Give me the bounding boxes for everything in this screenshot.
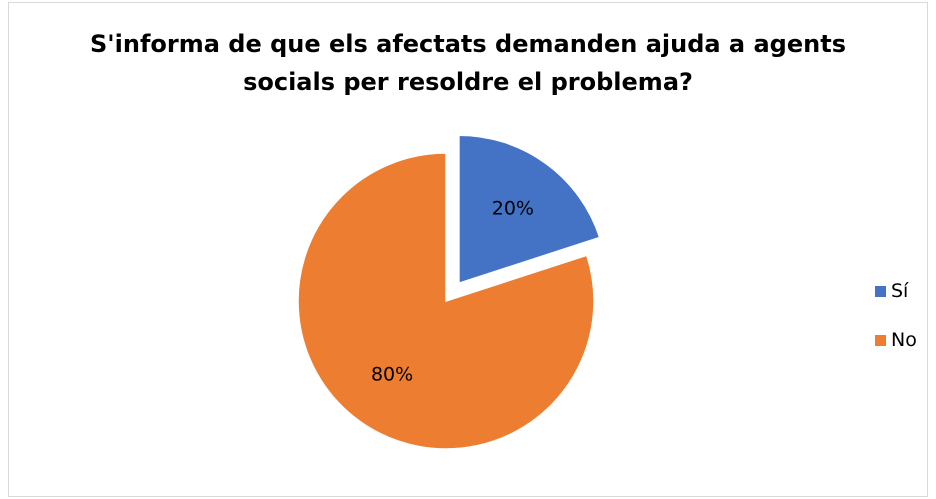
legend-item-no: No	[875, 328, 917, 352]
legend-item-si: Sí	[875, 279, 917, 303]
chart-area: S'informa de que els afectats demanden a…	[8, 2, 928, 497]
legend-label-no: No	[891, 329, 917, 351]
pie-chart: 20% 80%	[297, 134, 601, 450]
legend-label-si: Sí	[891, 280, 909, 302]
data-label-si: 20%	[492, 197, 534, 219]
chart-title: S'informa de que els afectats demanden a…	[90, 30, 846, 96]
pie-slice-si	[458, 134, 601, 285]
legend: Sí No	[875, 279, 917, 377]
pie-slice-no	[297, 152, 595, 450]
data-label-no: 80%	[371, 364, 413, 386]
legend-swatch-si	[875, 285, 886, 297]
legend-swatch-no	[875, 334, 886, 346]
